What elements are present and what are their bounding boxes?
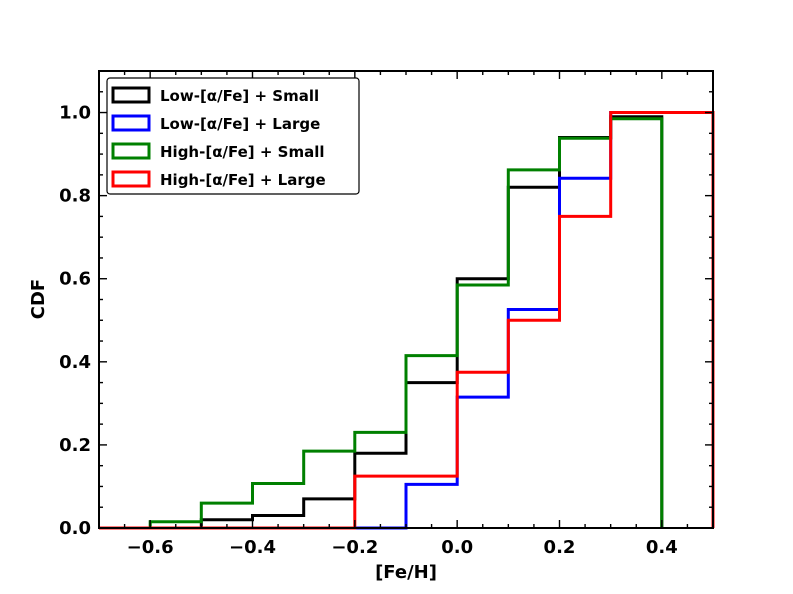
- y-tick-label: 0.6: [59, 269, 91, 290]
- legend-swatch-1: [111, 114, 151, 132]
- x-tick-label: 0.4: [646, 537, 678, 558]
- x-axis-label: [Fe/H]: [375, 562, 437, 583]
- legend-swatch-2: [111, 142, 151, 160]
- legend-label-3: High-[α/Fe] + Large: [160, 171, 326, 189]
- legend-swatch-0: [111, 86, 151, 104]
- legend-label-0: Low-[α/Fe] + Small: [160, 87, 319, 105]
- y-tick-label: 0.0: [59, 518, 91, 539]
- legend-box: [106, 77, 360, 195]
- legend: Low-[α/Fe] + Small Low-[α/Fe] + Large High…: [106, 77, 360, 195]
- series-line-2: [99, 117, 664, 530]
- legend-label-1: Low-[α/Fe] + Large: [160, 115, 320, 133]
- plot-frame: [98, 70, 714, 529]
- y-axis-label: CDF: [28, 279, 49, 319]
- legend-label-2: High-[α/Fe] + Small: [160, 143, 325, 161]
- x-tick-label: −0.2: [331, 537, 378, 558]
- y-tick-label: 0.4: [59, 352, 91, 373]
- x-tick-label: 0.0: [441, 537, 473, 558]
- x-tick-label: −0.6: [127, 537, 174, 558]
- y-tick-label: 0.8: [59, 186, 91, 207]
- ticks-layer: −0.6 −0.4 −0.2 0.0 0.2 0.4 0.0 0.2 0.4 0.6 0.8 1.0: [59, 70, 713, 558]
- y-tick-label: 1.0: [59, 103, 91, 124]
- y-tick-label: 0.2: [59, 435, 91, 456]
- legend-swatch-3: [111, 170, 151, 188]
- x-tick-label: 0.2: [544, 537, 576, 558]
- x-tick-label: −0.4: [229, 537, 276, 558]
